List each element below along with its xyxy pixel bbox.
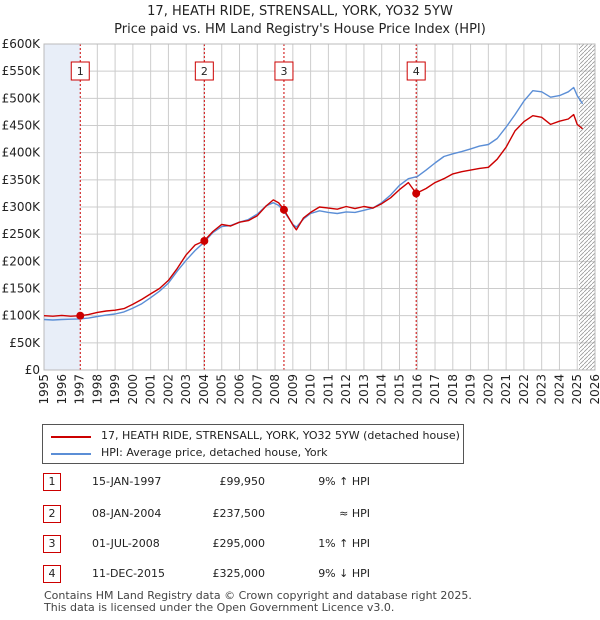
transaction-price: £237,500	[212, 507, 266, 520]
footer-copyright: Contains HM Land Registry data © Crown c…	[44, 589, 472, 602]
x-tick-label: 2005	[215, 374, 229, 405]
x-tick-label: 2021	[499, 374, 513, 405]
transaction-date: 15-JAN-1997	[92, 475, 162, 488]
x-tick-label: 1999	[108, 374, 122, 405]
x-tick-label: 2020	[481, 374, 495, 405]
x-tick-label: 2024	[552, 374, 566, 405]
x-tick-label: 2006	[233, 374, 247, 405]
x-tick-label: 1998	[90, 374, 104, 405]
x-tick-label: 1997	[73, 374, 87, 405]
y-tick-label: £450K	[2, 119, 42, 133]
y-tick-label: £200K	[2, 254, 42, 268]
plot-frame	[43, 43, 596, 371]
x-tick-label: 2025	[570, 374, 584, 405]
price-chart: £0 £50K £100K £150K £200K £250K £300K £350K £400…	[2, 37, 600, 405]
y-tick-label: £600K	[2, 37, 42, 51]
x-tick-label: 2013	[357, 374, 371, 405]
transaction-date: 08-JAN-2004	[92, 507, 162, 520]
sale-marker-box	[406, 61, 426, 81]
sale-point	[200, 236, 209, 245]
transaction-badge: 3	[43, 535, 61, 553]
y-tick-label: £50K	[9, 336, 41, 350]
transaction-price: £295,000	[212, 537, 266, 550]
transaction-row: 1 15-JAN-1997 £99,950 9% ↑ HPI	[0, 473, 600, 493]
legend-hpi-label: HPI: Average price, detached house, York	[101, 446, 328, 459]
x-tick-label: 2016	[410, 374, 424, 405]
y-tick-label: £550K	[2, 64, 42, 78]
sale-point	[412, 189, 421, 198]
legend-hpi-line	[51, 453, 91, 455]
sale-marker-box	[70, 61, 90, 81]
x-tick-label: 1996	[55, 374, 69, 405]
transaction-hpi: ≈ HPI	[339, 507, 370, 520]
x-tick-label: 2026	[588, 374, 600, 405]
x-tick-label: 2000	[126, 374, 140, 405]
transaction-date: 01-JUL-2008	[92, 537, 160, 550]
hpi-line	[43, 86, 584, 321]
x-tick-label: 2019	[464, 374, 478, 405]
sale-marker-label: 4	[413, 65, 420, 78]
x-tick-label: 2009	[286, 374, 300, 405]
transaction-badge: 2	[43, 505, 61, 523]
y-tick-label: £150K	[2, 282, 42, 296]
legend-property-line	[51, 436, 91, 438]
sale-point	[279, 205, 288, 214]
legend-property-label: 17, HEATH RIDE, STRENSALL, YORK, YO32 5Y…	[101, 429, 460, 442]
x-tick-label: 2007	[250, 374, 264, 405]
transaction-hpi: 9% ↓ HPI	[318, 567, 370, 580]
sale-marker-box	[274, 61, 294, 81]
legend: 17, HEATH RIDE, STRENSALL, YORK, YO32 5Y…	[42, 424, 464, 464]
y-tick-label: £300K	[2, 200, 42, 214]
x-tick-label: 2015	[392, 374, 406, 405]
y-tick-label: £250K	[2, 227, 42, 241]
transaction-hpi: 1% ↑ HPI	[318, 537, 370, 550]
x-tick-label: 2018	[446, 374, 460, 405]
y-tick-label: £500K	[2, 91, 42, 105]
y-tick-label: £350K	[2, 173, 42, 187]
transaction-hpi: 9% ↑ HPI	[318, 475, 370, 488]
x-tick-label: 2010	[304, 374, 318, 405]
x-tick-label: 2002	[161, 374, 175, 405]
transaction-price: £325,000	[212, 567, 266, 580]
sale-marker-label: 3	[280, 65, 287, 78]
x-tick-label: 2001	[144, 374, 158, 405]
x-tick-label: 2011	[321, 374, 335, 405]
y-tick-label: £400K	[2, 146, 42, 160]
property-price-line	[43, 113, 584, 317]
x-tick-label: 1995	[37, 374, 51, 405]
y-tick-label: £0	[25, 363, 40, 377]
transaction-price: £99,950	[219, 475, 266, 488]
x-tick-label: 2012	[339, 374, 353, 405]
pre-sale-shade	[44, 44, 81, 370]
transaction-date: 11-DEC-2015	[92, 567, 166, 580]
sale-point	[76, 311, 85, 320]
chart-subtitle: Price paid vs. HM Land Registry's House …	[114, 22, 486, 37]
forecast-hatch	[579, 44, 595, 370]
chart-title: 17, HEATH RIDE, STRENSALL, YORK, YO32 5Y…	[147, 4, 453, 19]
x-tick-label: 2004	[197, 374, 211, 405]
sale-marker-box	[194, 61, 214, 81]
footer-licence: This data is licensed under the Open Gov…	[44, 601, 395, 614]
x-tick-label: 2023	[535, 374, 549, 405]
x-tick-label: 2022	[517, 374, 531, 405]
transaction-row: 4 11-DEC-2015 £325,000 9% ↓ HPI	[0, 565, 600, 585]
sale-marker-label: 2	[201, 65, 208, 78]
transaction-row: 3 01-JUL-2008 £295,000 1% ↑ HPI	[0, 535, 600, 555]
x-tick-label: 2003	[179, 374, 193, 405]
sale-marker-label: 1	[77, 65, 84, 78]
x-tick-label: 2017	[428, 374, 442, 405]
y-tick-label: £100K	[2, 309, 42, 323]
transaction-badge: 4	[43, 565, 61, 583]
transaction-badge: 1	[43, 473, 61, 491]
transaction-row: 2 08-JAN-2004 £237,500 ≈ HPI	[0, 505, 600, 525]
x-tick-label: 2008	[268, 374, 282, 405]
x-tick-label: 2014	[375, 374, 389, 405]
